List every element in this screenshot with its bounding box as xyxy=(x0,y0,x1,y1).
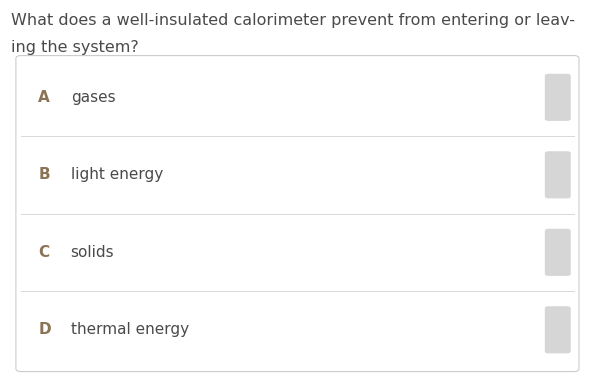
Text: C: C xyxy=(38,245,49,260)
Text: D: D xyxy=(38,322,51,337)
FancyBboxPatch shape xyxy=(16,56,579,372)
Text: ing the system?: ing the system? xyxy=(11,40,138,55)
Text: B: B xyxy=(38,167,50,182)
FancyBboxPatch shape xyxy=(545,74,571,121)
Text: light energy: light energy xyxy=(71,167,163,182)
Text: gases: gases xyxy=(71,90,115,105)
FancyBboxPatch shape xyxy=(545,306,571,353)
Text: thermal energy: thermal energy xyxy=(71,322,189,337)
FancyBboxPatch shape xyxy=(545,229,571,276)
Text: solids: solids xyxy=(71,245,114,260)
FancyBboxPatch shape xyxy=(545,151,571,198)
Text: A: A xyxy=(38,90,50,105)
Text: What does a well-insulated calorimeter prevent from entering or leav-: What does a well-insulated calorimeter p… xyxy=(11,13,575,28)
